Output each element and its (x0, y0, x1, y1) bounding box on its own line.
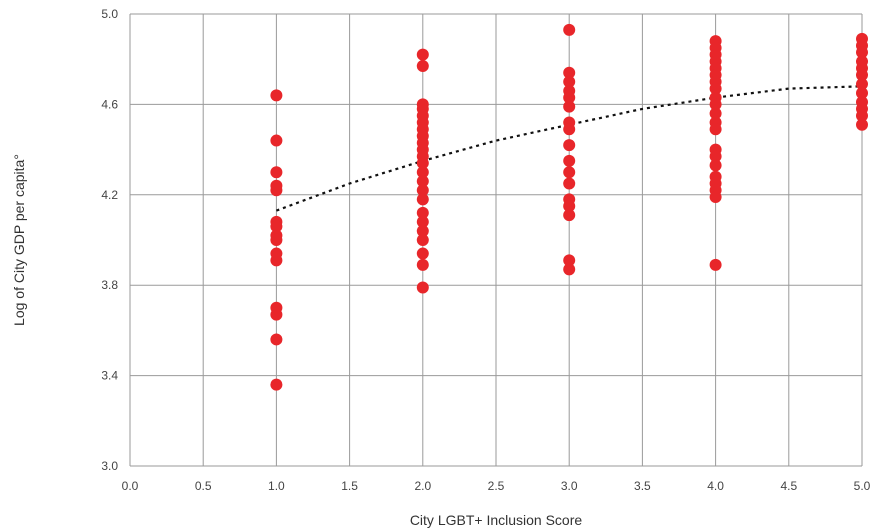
data-point (563, 66, 576, 79)
data-point (856, 118, 868, 131)
data-point (563, 209, 576, 222)
data-point (563, 23, 576, 36)
data-point (416, 48, 429, 61)
x-tick-label: 2.0 (414, 479, 431, 493)
data-point (856, 69, 868, 82)
data-point (270, 166, 283, 179)
y-axis-label: Log of City GDP per capita° (11, 154, 27, 326)
data-point (416, 59, 429, 72)
data-point (563, 200, 576, 213)
data-point (270, 220, 283, 233)
data-point (416, 258, 429, 271)
data-point (563, 91, 576, 104)
y-tick-label: 4.2 (101, 188, 118, 202)
data-point (416, 224, 429, 237)
data-points (270, 23, 868, 391)
data-point (416, 175, 429, 188)
y-tick-labels: 3.0 3.4 3.8 4.2 4.6 5.0 (101, 7, 118, 473)
data-point (416, 193, 429, 206)
x-tick-label: 3.0 (561, 479, 578, 493)
data-point (709, 123, 722, 136)
x-tick-labels: 0.0 0.5 1.0 1.5 2.0 2.5 3.0 3.5 4.0 4.5 5.0 (122, 479, 871, 493)
data-point (416, 157, 429, 170)
x-tick-label: 1.0 (268, 479, 285, 493)
grid (129, 13, 863, 467)
data-point (416, 206, 429, 219)
data-point (563, 75, 576, 88)
y-tick-label: 4.6 (101, 97, 118, 111)
data-point (563, 254, 576, 267)
y-tick-label: 3.0 (101, 459, 118, 473)
data-point (856, 109, 868, 122)
y-tick-label: 3.4 (101, 369, 118, 383)
data-point (563, 154, 576, 167)
data-point (856, 78, 868, 91)
data-point (416, 215, 429, 228)
data-point (270, 333, 283, 346)
data-point (709, 191, 722, 204)
data-point (416, 184, 429, 197)
data-point (563, 177, 576, 190)
x-tick-label: 5.0 (854, 479, 871, 493)
x-tick-label: 4.5 (780, 479, 797, 493)
data-point (416, 247, 429, 260)
data-point (709, 258, 722, 271)
x-tick-label: 4.0 (707, 479, 724, 493)
data-point (270, 308, 283, 321)
data-point (563, 100, 576, 113)
x-tick-label: 0.0 (122, 479, 139, 493)
data-point (709, 107, 722, 120)
data-point (563, 139, 576, 152)
data-point (856, 46, 868, 59)
data-point (270, 378, 283, 391)
y-tick-label: 5.0 (101, 7, 118, 21)
data-point (856, 87, 868, 100)
data-point (709, 98, 722, 111)
data-point (709, 159, 722, 172)
x-tick-label: 0.5 (195, 479, 212, 493)
data-point (270, 184, 283, 197)
data-point (563, 166, 576, 179)
x-tick-label: 3.5 (634, 479, 651, 493)
data-point (270, 254, 283, 267)
data-point (709, 82, 722, 95)
data-point (416, 281, 429, 294)
data-point (270, 134, 283, 147)
x-axis-label: City LGBT+ Inclusion Score (410, 512, 583, 528)
data-point (563, 263, 576, 276)
data-point (416, 234, 429, 246)
y-tick-label: 3.8 (101, 278, 118, 292)
data-point (563, 123, 576, 136)
x-tick-label: 2.5 (488, 479, 505, 493)
data-point (709, 150, 722, 163)
x-tick-label: 1.5 (341, 479, 358, 493)
data-point (270, 89, 283, 102)
data-point (416, 166, 429, 179)
data-point (270, 234, 283, 246)
